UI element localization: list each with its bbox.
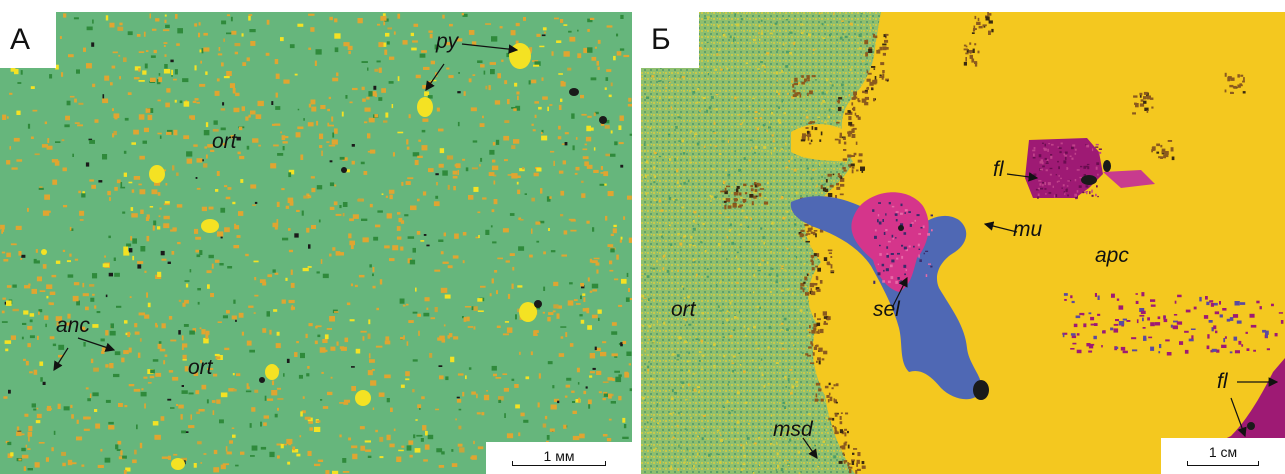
mu-arrow [983,221,1018,233]
pyrite-grain [149,165,165,183]
label-sel: sel [873,298,900,321]
label-fl-upper: fl [993,158,1004,181]
anc-arrow-left [53,347,69,372]
fl-upper-arrow [1006,172,1039,182]
scale-bar-a-line [512,465,606,466]
sel-arrow [892,276,908,307]
py-arrow-right [461,43,519,54]
scale-bar-b-line [1187,465,1259,466]
label-apc: apc [1095,244,1129,267]
fl-lower-arrow-down [1230,397,1247,438]
label-py: py [436,30,459,53]
panel-letter-a: А [0,12,56,68]
scale-bar-a: 1 мм [486,442,632,474]
phase-map-panel-b: Б fl mu apc ort sel fl msd 1 см [641,12,1285,474]
pyrite-grain [171,458,185,470]
pyrite-grain [201,219,219,233]
label-ort-lower: ort [188,356,213,379]
panel-letter-b: Б [641,12,699,68]
label-mu: mu [1013,218,1043,241]
pyrite-grain [41,249,47,255]
phase-map-image-b [641,12,1285,474]
py-arrow-down [425,63,445,91]
phase-map-image-a [0,12,632,474]
label-msd: msd [773,418,813,441]
label-anc: anc [56,314,90,337]
scale-bar-b-text: 1 см [1208,444,1238,460]
msd-arrow [802,437,818,459]
label-ort-upper: ort [212,130,237,153]
phase-map-panel-a: А py ort ort anc 1 мм [0,12,632,474]
mu-region [790,196,982,400]
pyrite-grain [355,390,371,406]
pyrite-grain [519,302,537,322]
scale-bar-a-text: 1 мм [543,448,575,464]
pyrite-grain [265,364,279,380]
pyrite-grain [509,43,531,69]
label-ort: ort [671,298,696,321]
scale-bar-b: 1 см [1161,438,1285,474]
pyrite-grain [417,97,433,117]
label-fl-lower: fl [1217,370,1228,393]
anc-arrow-right [77,337,116,352]
